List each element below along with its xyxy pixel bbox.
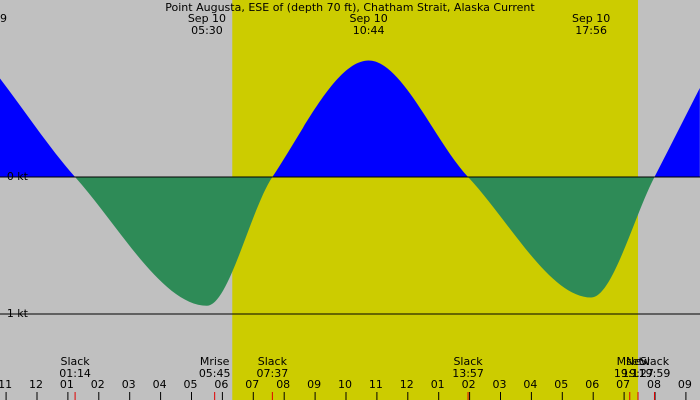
x-tick-label: 02	[462, 378, 476, 391]
max-date: Sep 10	[572, 12, 610, 25]
ebb-area	[468, 176, 655, 298]
event-time: 07:37	[257, 367, 289, 380]
max-time: 17:56	[575, 24, 607, 37]
event-time: 19:59	[639, 367, 671, 380]
y-tick-label: 0 kt	[7, 170, 29, 183]
y-tick-label: -1 kt	[3, 307, 29, 320]
max-time: 10:44	[353, 24, 385, 37]
x-tick-label: 08	[647, 378, 661, 391]
x-tick-label: 01	[431, 378, 445, 391]
x-tick-label: 04	[153, 378, 167, 391]
event-time: 01:14	[59, 367, 91, 380]
x-tick-label: 12	[400, 378, 414, 391]
event-name: Slack	[453, 355, 483, 368]
x-tick-label: 03	[122, 378, 136, 391]
max-time: 05:30	[191, 24, 223, 37]
flood-area	[272, 60, 469, 177]
event-time: 19:11	[614, 367, 646, 380]
flood-area	[0, 78, 76, 177]
chart-title: Point Augusta, ESE of (depth 70 ft), Cha…	[165, 1, 535, 14]
x-tick-label: 02	[91, 378, 105, 391]
x-tick-label: 09	[678, 378, 692, 391]
x-tick-label: 01	[60, 378, 74, 391]
event-time: 05:45	[199, 367, 231, 380]
x-tick-label: 04	[523, 378, 537, 391]
x-tick-label: 06	[214, 378, 228, 391]
event-name: New	[626, 355, 650, 368]
x-tick-label: 05	[183, 378, 197, 391]
x-tick-label: 11	[0, 378, 12, 391]
x-tick-label: 12	[29, 378, 43, 391]
max-date: Sep 10	[350, 12, 388, 25]
event-name: Mrise	[200, 355, 230, 368]
x-tick-label: 03	[493, 378, 507, 391]
x-tick-label: 09	[307, 378, 321, 391]
event-name: Slack	[258, 355, 288, 368]
corner-label: 9	[0, 12, 7, 25]
event-time: 13:57	[452, 367, 484, 380]
ebb-area	[75, 176, 273, 306]
x-tick-label: 11	[369, 378, 383, 391]
x-tick-label: 05	[554, 378, 568, 391]
event-name: Mset	[617, 355, 644, 368]
x-tick-label: 08	[276, 378, 290, 391]
event-name: Slack	[60, 355, 90, 368]
event-name: Slack	[640, 355, 670, 368]
flood-area	[654, 87, 700, 177]
x-tick-label: 07	[245, 378, 259, 391]
x-tick-label: 06	[585, 378, 599, 391]
max-date: Sep 10	[188, 12, 226, 25]
x-tick-label: 07	[616, 378, 630, 391]
event-time: 19:27	[622, 367, 654, 380]
x-tick-label: 10	[338, 378, 352, 391]
